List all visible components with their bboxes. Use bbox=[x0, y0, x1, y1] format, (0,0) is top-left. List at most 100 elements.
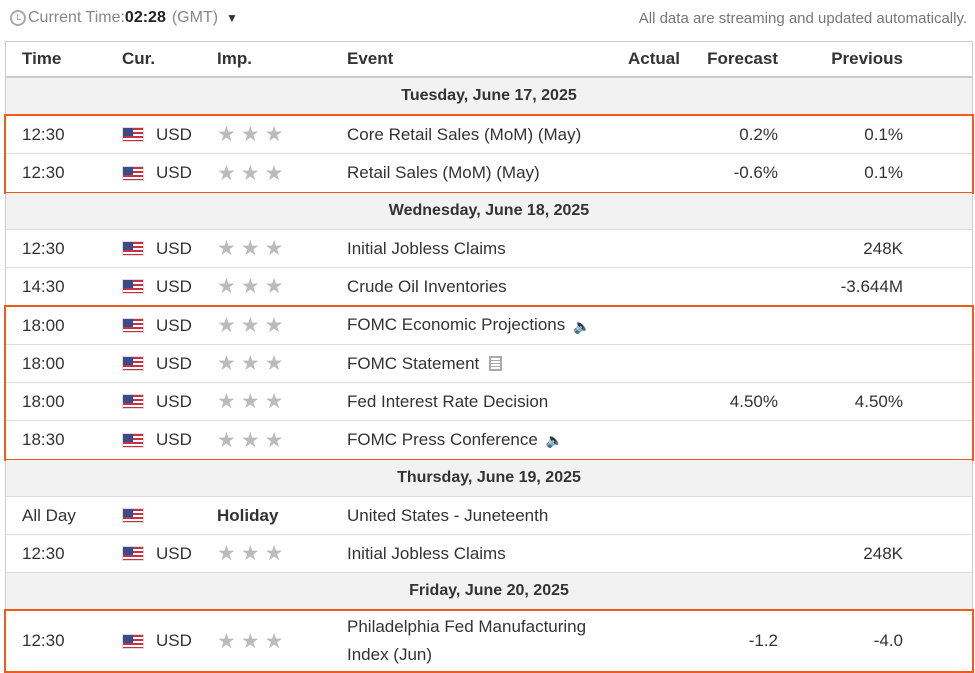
importance-cell: ★ ★ ★ bbox=[203, 430, 335, 451]
currency-cell: USD bbox=[156, 631, 192, 650]
table-row[interactable]: 12:30 USD ★ ★ ★ Initial Jobless Claims 248… bbox=[6, 230, 972, 268]
table-row[interactable]: 12:30 USD ★ ★ ★ Philadelphia Fed Manufactu… bbox=[6, 611, 972, 671]
currency-cell: USD bbox=[156, 315, 192, 335]
us-flag-icon bbox=[122, 279, 144, 294]
holiday-label: Holiday bbox=[217, 505, 279, 525]
chevron-down-icon[interactable]: ▼ bbox=[226, 11, 238, 25]
event-link[interactable]: FOMC Press Conference bbox=[347, 429, 538, 449]
event-link[interactable]: Philadelphia Fed Manufacturing Index (Ju… bbox=[347, 617, 587, 664]
event-link[interactable]: FOMC Economic Projections bbox=[347, 315, 566, 335]
time-cell: 18:00 bbox=[22, 315, 65, 335]
table-row[interactable]: 18:00 USD ★ ★ ★ Fed Interest Rate Decision… bbox=[6, 383, 972, 421]
currency-cell: USD bbox=[156, 430, 192, 449]
speaker-icon[interactable]: 🔈 bbox=[545, 432, 564, 449]
star-icon: ★ bbox=[217, 629, 236, 653]
time-cell: 12:30 bbox=[22, 124, 65, 144]
time-cell: All Day bbox=[22, 505, 76, 525]
star-icon: ★ bbox=[264, 237, 284, 260]
us-flag-icon bbox=[122, 241, 144, 256]
event-link[interactable]: Core Retail Sales (MoM) (May) bbox=[347, 124, 582, 144]
time-cell: 14:30 bbox=[22, 276, 65, 296]
table-row[interactable]: 18:00 USD ★ ★ ★ FOMC Statement bbox=[6, 345, 972, 383]
star-icon: ★ bbox=[264, 352, 284, 375]
star-icon: ★ bbox=[240, 390, 260, 413]
timezone: (GMT) bbox=[171, 9, 219, 26]
table-row[interactable]: 18:30 USD ★ ★ ★ FOMC Press Conference 🔈 bbox=[6, 421, 972, 459]
streaming-note: All data are streaming and updated autom… bbox=[638, 9, 967, 27]
star-icon: ★ bbox=[240, 161, 260, 185]
star-icon: ★ bbox=[217, 123, 236, 146]
col-actual: Actual bbox=[628, 49, 680, 68]
highlight-box: 12:30 USD ★ ★ ★ Philadelphia Fed Manufactu… bbox=[4, 609, 974, 673]
previous-cell: -4.0 bbox=[873, 631, 903, 650]
date-row: Tuesday, June 17, 2025 bbox=[6, 78, 972, 115]
star-icon: ★ bbox=[240, 542, 260, 565]
star-icon: ★ bbox=[217, 237, 236, 260]
time-cell: 12:30 bbox=[22, 163, 65, 182]
event-link[interactable]: FOMC Statement bbox=[347, 353, 480, 373]
us-flag-icon bbox=[122, 508, 144, 523]
time-cell: 18:30 bbox=[22, 430, 65, 449]
table-row[interactable]: All Day Holiday United States - Juneteen… bbox=[6, 497, 972, 535]
event-link[interactable]: Fed Interest Rate Decision bbox=[347, 391, 549, 411]
importance-cell: ★ ★ ★ bbox=[203, 124, 335, 145]
star-icon: ★ bbox=[264, 428, 284, 452]
currency-cell: USD bbox=[156, 238, 192, 258]
time-cell: 12:30 bbox=[22, 543, 65, 563]
importance-cell: ★ ★ ★ bbox=[203, 353, 335, 374]
importance-cell: ★ ★ ★ bbox=[203, 631, 335, 652]
event-link[interactable]: Initial Jobless Claims bbox=[347, 543, 506, 563]
col-forecast: Forecast bbox=[707, 49, 778, 68]
importance-cell: ★ ★ ★ bbox=[203, 238, 335, 259]
event-link[interactable]: Initial Jobless Claims bbox=[347, 238, 506, 258]
document-icon[interactable] bbox=[489, 355, 503, 371]
table-row[interactable]: 14:30 USD ★ ★ ★ Crude Oil Inventories -3.6… bbox=[6, 268, 972, 306]
time-cell: 12:30 bbox=[22, 238, 65, 258]
table-row[interactable]: 12:30 USD ★ ★ ★ Initial Jobless Claims 248… bbox=[6, 535, 972, 573]
us-flag-icon bbox=[122, 633, 144, 649]
current-time-bar[interactable]: Current Time: 02:28 (GMT) ▼ All data are… bbox=[10, 6, 967, 30]
previous-cell: 0.1% bbox=[864, 124, 903, 144]
star-icon: ★ bbox=[240, 237, 260, 260]
importance-cell: ★ ★ ★ bbox=[203, 391, 335, 412]
table-row[interactable]: 12:30 USD ★ ★ ★ Retail Sales (MoM) (May) -… bbox=[6, 154, 972, 192]
forecast-cell: 0.2% bbox=[739, 124, 778, 144]
importance-cell: ★ ★ ★ bbox=[203, 315, 335, 336]
date-row: Wednesday, June 18, 2025 bbox=[6, 193, 972, 230]
col-cur: Cur. bbox=[122, 49, 156, 68]
star-icon: ★ bbox=[217, 314, 236, 337]
star-icon: ★ bbox=[264, 629, 284, 653]
col-event: Event bbox=[347, 49, 394, 68]
table-row[interactable]: 12:30 USD ★ ★ ★ Core Retail Sales (MoM) (M… bbox=[6, 116, 972, 154]
us-flag-icon bbox=[122, 432, 144, 448]
economic-calendar-table: Time Cur. Imp. Event Actual Forecast Pre… bbox=[4, 41, 974, 673]
us-flag-icon bbox=[122, 165, 144, 181]
previous-cell: 0.1% bbox=[864, 163, 903, 182]
event-link[interactable]: Crude Oil Inventories bbox=[347, 276, 507, 296]
col-time: Time bbox=[22, 49, 62, 68]
currency-cell: USD bbox=[156, 163, 192, 182]
star-icon: ★ bbox=[217, 390, 236, 413]
table-row[interactable]: 18:00 USD ★ ★ ★ FOMC Economic Projections 🔈 bbox=[6, 307, 972, 345]
star-icon: ★ bbox=[217, 161, 236, 185]
event-link[interactable]: Retail Sales (MoM) (May) bbox=[347, 163, 540, 182]
star-icon: ★ bbox=[240, 314, 260, 337]
star-icon: ★ bbox=[264, 542, 284, 565]
star-icon: ★ bbox=[240, 123, 260, 146]
us-flag-icon bbox=[122, 394, 144, 409]
highlight-box: 18:00 USD ★ ★ ★ FOMC Economic Projections 🔈… bbox=[4, 305, 974, 461]
star-icon: ★ bbox=[240, 629, 260, 653]
highlight-box: 12:30 USD ★ ★ ★ Core Retail Sales (MoM) (M… bbox=[4, 114, 974, 194]
currency-cell: USD bbox=[156, 543, 192, 563]
us-flag-icon bbox=[122, 546, 144, 561]
star-icon: ★ bbox=[217, 275, 236, 298]
importance-cell: ★ ★ ★ bbox=[203, 276, 335, 297]
us-flag-icon bbox=[122, 318, 144, 333]
forecast-cell: -0.6% bbox=[733, 163, 778, 182]
speaker-icon[interactable]: 🔈 bbox=[573, 317, 591, 334]
event-link[interactable]: United States - Juneteenth bbox=[347, 505, 549, 525]
currency-cell: USD bbox=[156, 276, 192, 296]
previous-cell: -3.644M bbox=[840, 276, 903, 296]
col-imp: Imp. bbox=[217, 49, 252, 68]
star-icon: ★ bbox=[217, 428, 236, 452]
